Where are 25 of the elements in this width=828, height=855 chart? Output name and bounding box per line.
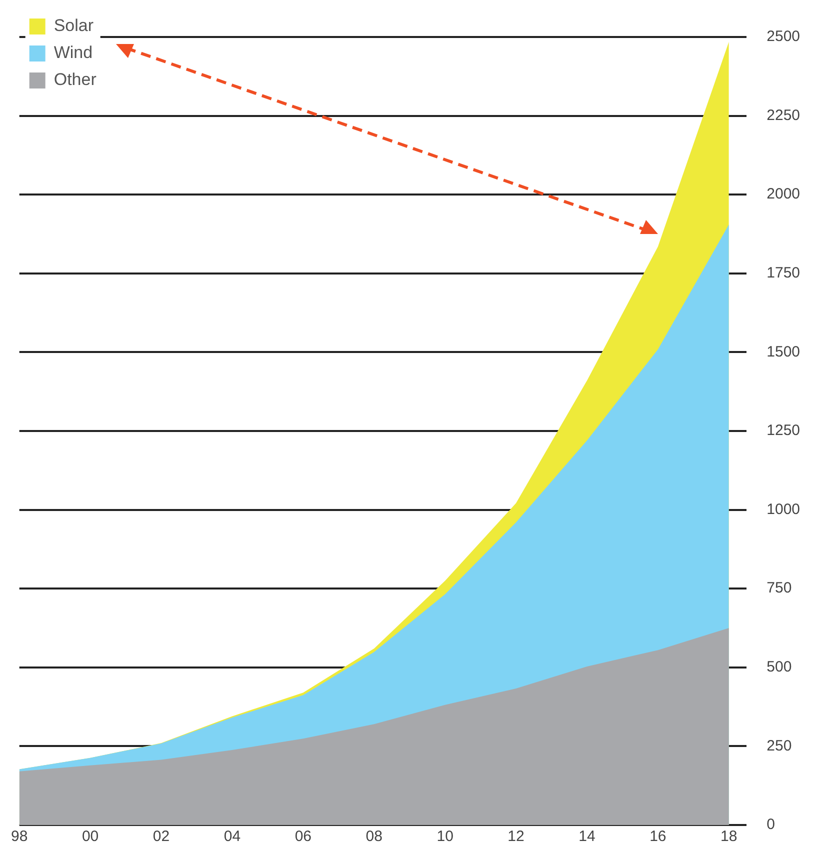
y-tick-label: 1500 bbox=[766, 343, 800, 360]
y-tick-label: 1000 bbox=[766, 500, 800, 518]
x-tick-label: 14 bbox=[578, 828, 596, 846]
y-tick-label: 0 bbox=[766, 816, 775, 834]
x-tick-label: 04 bbox=[224, 828, 241, 846]
y-tick-label: 750 bbox=[766, 580, 792, 597]
x-tick-label: 18 bbox=[720, 828, 738, 846]
y-tick-label: 2500 bbox=[766, 28, 800, 46]
y-tick-label: 250 bbox=[766, 737, 792, 754]
x-tick-label: 12 bbox=[508, 828, 524, 846]
legend-label: Wind bbox=[54, 43, 93, 62]
y-tick-label: 2250 bbox=[766, 106, 800, 124]
y-tick-label: 2000 bbox=[766, 186, 800, 203]
x-tick-label: 98 bbox=[11, 828, 28, 846]
y-tick-label: 1750 bbox=[766, 264, 800, 282]
legend-label: Other bbox=[54, 70, 97, 90]
legend-label: Solar bbox=[54, 16, 94, 36]
x-tick-label: 16 bbox=[650, 828, 666, 846]
x-tick-label: 00 bbox=[82, 828, 99, 846]
x-tick-label: 10 bbox=[436, 828, 454, 846]
y-tick-label: 1250 bbox=[766, 422, 800, 440]
x-tick-label: 02 bbox=[152, 828, 170, 846]
x-tick-label: 08 bbox=[366, 828, 382, 846]
x-tick-label: 06 bbox=[294, 828, 312, 846]
y-tick-label: 500 bbox=[766, 658, 792, 676]
